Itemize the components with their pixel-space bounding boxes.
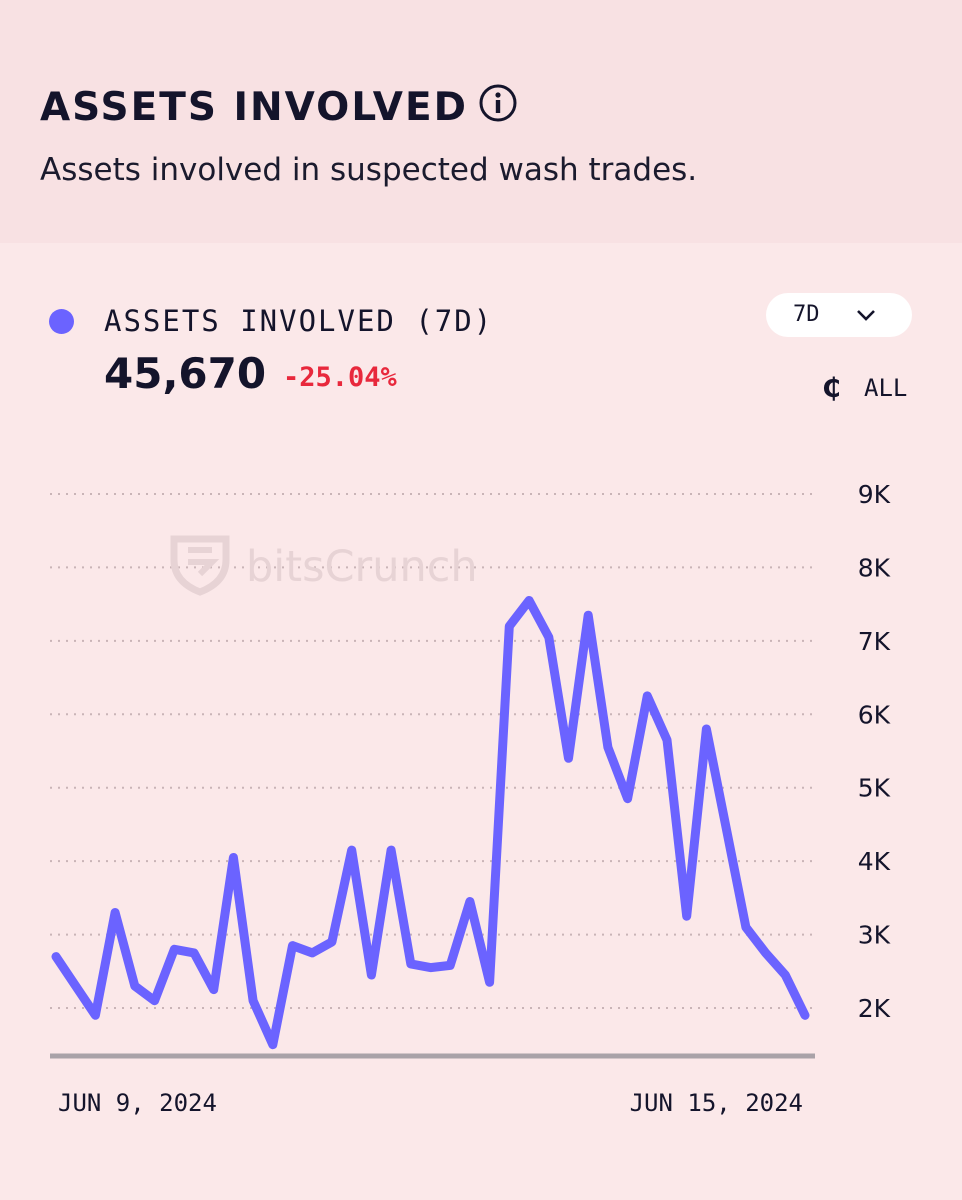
header-panel: ASSETS INVOLVED Assets involved in suspe… — [0, 0, 962, 243]
y-tick-label: 5K — [858, 774, 891, 803]
y-tick-label: 7K — [858, 627, 891, 656]
y-tick-label: 6K — [858, 700, 891, 729]
time-range-value: 7D — [793, 302, 820, 327]
info-icon[interactable] — [478, 83, 518, 123]
y-tick-label: 3K — [858, 921, 891, 950]
legend-marker — [49, 309, 74, 334]
y-tick-label: 2K — [858, 994, 891, 1023]
time-range-dropdown[interactable]: 7D — [766, 293, 912, 337]
watermark-logo: bitsCrunch — [170, 535, 478, 596]
metric-value: 45,670 — [104, 349, 267, 398]
coin-icon: ₵ — [822, 373, 841, 404]
metric-change: -25.04% — [283, 362, 397, 393]
y-tick-label: 8K — [858, 553, 891, 582]
y-axis-ticks: 2K 3K 4K 5K 6K 7K 8K 9K — [858, 480, 891, 1023]
x-tick-label-end: JUN 15, 2024 — [630, 1089, 803, 1117]
chevron-down-icon — [857, 310, 875, 321]
y-tick-label: 4K — [858, 847, 891, 876]
watermark-text: bitsCrunch — [246, 542, 478, 592]
metric-label: ASSETS INVOLVED (7D) — [104, 304, 494, 338]
watermark-shield-icon — [170, 535, 230, 596]
y-tick-label: 9K — [858, 480, 891, 509]
currency-filter-label: ALL — [864, 374, 908, 402]
page-subtitle: Assets involved in suspected wash trades… — [40, 152, 698, 188]
watermark-shield-mark — [188, 547, 220, 577]
page-title: ASSETS INVOLVED — [40, 85, 468, 130]
series-line-assets-involved — [51, 596, 810, 1050]
x-tick-label-start: JUN 9, 2024 — [58, 1089, 217, 1117]
